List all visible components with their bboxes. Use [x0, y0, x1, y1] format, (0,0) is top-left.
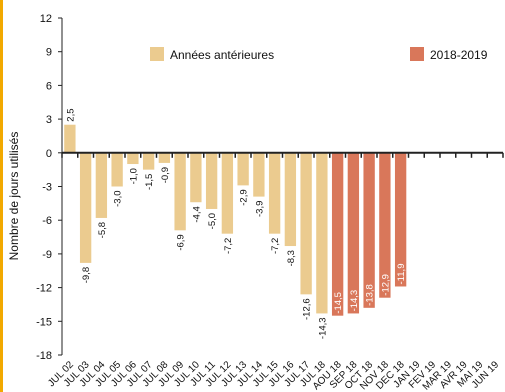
bar-value-label: -12,9 [380, 274, 391, 296]
bar [394, 152, 407, 287]
y-tick-label: 9 [46, 47, 52, 59]
bar [300, 152, 312, 295]
bar [237, 152, 249, 186]
bar [111, 152, 123, 187]
y-tick-label: -15 [36, 316, 52, 328]
bar [253, 152, 265, 197]
bar [331, 152, 344, 316]
bar [379, 152, 391, 298]
bar [268, 152, 281, 234]
bar [64, 124, 76, 153]
bar-value-label: -14,3 [349, 290, 360, 312]
bar [221, 152, 234, 234]
bar-value-label: -7,2 [223, 238, 234, 254]
bar [95, 152, 108, 218]
zero-axis [61, 151, 504, 158]
legend-swatch [410, 47, 424, 61]
bar-value-label: -11,9 [396, 264, 407, 285]
bar [142, 152, 155, 170]
value-labels: 2,5-9,8-5,8-3,0-1,0 -1,5 -0,9-6,9-4,4 -5,0-… [65, 108, 407, 339]
bar [347, 152, 360, 314]
bar-value-label: -3,0 [113, 191, 124, 207]
bar [316, 152, 328, 314]
bar-value-label: -14,3 [317, 317, 328, 339]
y-tick-label: -9 [42, 249, 52, 261]
y-tick-label: 3 [46, 114, 52, 126]
bar-value-label: -8,3 [286, 250, 297, 266]
left-border-stripe [0, 0, 3, 392]
y-axis-title: Nombre de jours utilisés [7, 132, 21, 261]
bar-value-label: -5,0 [207, 213, 218, 229]
bar [363, 152, 375, 308]
legend-label: Années antérieures [170, 48, 274, 62]
bar-value-label: -9,8 [81, 267, 92, 283]
bar-value-label: -1,0 [128, 168, 139, 184]
bar-value-label: -14,5 [333, 292, 344, 314]
bar-value-label: -2,9 [239, 189, 250, 205]
y-axis: 12 9 6 3 0 -3 -6 -9 -12 -15 -18 [36, 13, 63, 362]
bar-value-label: -12,6 [302, 298, 313, 320]
y-tick-label: -3 [42, 182, 52, 194]
bar [79, 152, 92, 263]
legend-swatch [150, 47, 164, 61]
legend: Années antérieures 2018-2019 [150, 47, 488, 62]
legend-label: 2018-2019 [430, 48, 488, 62]
bar-value-label: 2,5 [65, 108, 76, 121]
bar-value-label: -4,4 [191, 206, 202, 222]
y-tick-label: 12 [40, 13, 52, 25]
bar-value-label: -13,8 [365, 284, 376, 306]
bar [190, 152, 202, 203]
bar-value-label: -6,9 [176, 234, 187, 250]
bar [284, 152, 297, 247]
bar [205, 152, 218, 209]
bar [174, 152, 186, 231]
bar [127, 152, 139, 165]
bars [64, 124, 407, 316]
bar-value-label: -5,8 [97, 222, 108, 238]
bar-value-label: -1,5 [144, 174, 155, 190]
bar-value-label: -7,2 [270, 238, 281, 254]
bar [158, 152, 171, 163]
y-tick-label: -12 [36, 283, 52, 295]
y-tick-label: 0 [46, 148, 52, 160]
y-tick-label: 6 [46, 80, 52, 92]
y-tick-label: -6 [42, 215, 52, 227]
y-tick-label: -18 [36, 350, 52, 362]
bar-value-label: -0,9 [160, 167, 171, 183]
bar-value-label: -3,9 [254, 201, 265, 217]
